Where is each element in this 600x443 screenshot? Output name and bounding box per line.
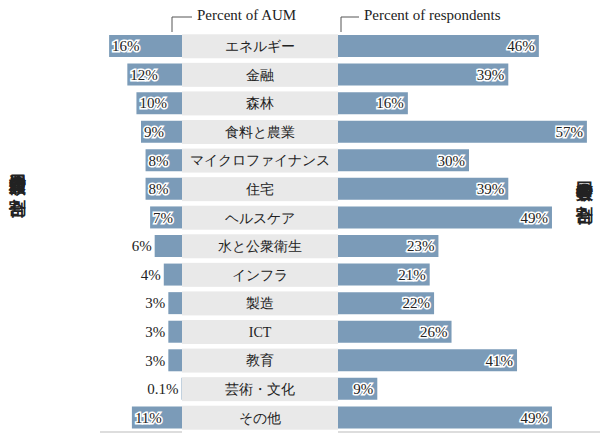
svg-text:49%: 49% bbox=[520, 410, 548, 426]
svg-text:8%: 8% bbox=[149, 181, 169, 197]
svg-text:3%: 3% bbox=[145, 324, 165, 340]
svg-text:39%: 39% bbox=[477, 67, 505, 83]
svg-text:金融: 金融 bbox=[246, 68, 274, 83]
svg-text:16%: 16% bbox=[112, 38, 140, 54]
svg-text:16%: 16% bbox=[376, 95, 404, 111]
svg-text:3%: 3% bbox=[145, 353, 165, 369]
svg-text:3%: 3% bbox=[145, 295, 165, 311]
svg-text:57%: 57% bbox=[555, 124, 583, 140]
svg-text:26%: 26% bbox=[420, 324, 448, 340]
svg-text:49%: 49% bbox=[520, 210, 548, 226]
svg-text:10%: 10% bbox=[139, 95, 167, 111]
svg-text:その他: その他 bbox=[239, 411, 281, 426]
svg-text:39%: 39% bbox=[477, 181, 505, 197]
svg-text:芸術・文化: 芸術・文化 bbox=[225, 382, 295, 397]
svg-text:インフラ: インフラ bbox=[232, 268, 288, 283]
svg-text:7%: 7% bbox=[153, 210, 173, 226]
svg-text:9%: 9% bbox=[144, 124, 164, 140]
html-text:Percent of respondents: Percent of respondents bbox=[364, 7, 501, 23]
svg-text:9%: 9% bbox=[353, 381, 373, 397]
html-text:回答者数の割合: 回答者数の割合 bbox=[575, 168, 594, 194]
svg-text:30%: 30% bbox=[438, 153, 466, 169]
svg-text:23%: 23% bbox=[407, 238, 435, 254]
svg-text:教育: 教育 bbox=[246, 352, 274, 368]
svg-text:0.1%: 0.1% bbox=[147, 381, 178, 397]
svg-text:41%: 41% bbox=[486, 353, 514, 369]
svg-text:11%: 11% bbox=[135, 410, 162, 426]
svg-text:4%: 4% bbox=[141, 267, 161, 283]
svg-text:森林: 森林 bbox=[246, 96, 274, 111]
svg-text:ICT: ICT bbox=[249, 325, 272, 340]
svg-text:21%: 21% bbox=[398, 267, 426, 283]
svg-text:水と公衆衛生: 水と公衆衛生 bbox=[218, 239, 302, 254]
html-text:運用資産額の割合: 運用資産額の割合 bbox=[8, 160, 27, 187]
svg-text:エネルギー: エネルギー bbox=[225, 39, 295, 54]
svg-text:ヘルスケア: ヘルスケア bbox=[225, 211, 295, 226]
svg-text:22%: 22% bbox=[403, 295, 431, 311]
svg-text:製造: 製造 bbox=[246, 296, 274, 311]
svg-text:住宅: 住宅 bbox=[245, 182, 274, 197]
svg-text:46%: 46% bbox=[507, 38, 535, 54]
html-text:Percent of AUM: Percent of AUM bbox=[197, 7, 297, 23]
svg-text:6%: 6% bbox=[132, 238, 152, 254]
svg-text:マイクロファイナンス: マイクロファイナンス bbox=[190, 153, 330, 168]
svg-text:12%: 12% bbox=[130, 67, 158, 83]
svg-text:8%: 8% bbox=[149, 153, 169, 169]
svg-text:食料と農業: 食料と農業 bbox=[225, 125, 295, 140]
